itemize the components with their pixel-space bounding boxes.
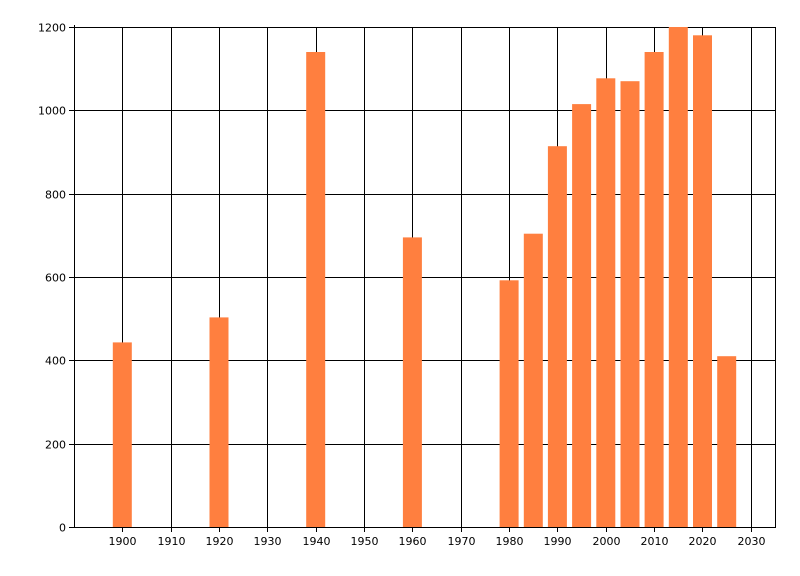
x-tick-label: 2020 [689,535,717,548]
x-tick-label: 1900 [109,535,137,548]
x-tick-label: 1940 [303,535,331,548]
x-tick-label: 2000 [593,535,621,548]
bar [402,237,422,527]
bar [596,78,616,528]
bar [717,356,737,527]
x-tick-label: 1920 [206,535,234,548]
bars [112,27,737,528]
bar [644,52,664,527]
bar [523,233,543,527]
y-tick-label: 600 [45,272,66,285]
bar [668,27,688,527]
bar [572,104,592,527]
x-tick-label: 1970 [448,535,476,548]
axes [69,25,776,532]
bar [693,35,712,528]
x-tick-label: 1910 [158,535,186,548]
bar [499,280,519,527]
bar [112,342,132,527]
bar [209,317,229,527]
x-tick-label: 2030 [738,535,766,548]
y-tick-label: 800 [45,189,66,202]
y-tick-label: 200 [45,439,66,452]
x-tick-label: 1980 [496,535,524,548]
tick-labels: 0 200 400 600 800 1000 1200 1900 1910 1920 1930 194… [38,22,766,549]
x-tick-label: 1960 [399,535,427,548]
x-tick-label: 1950 [351,535,379,548]
x-tick-label: 2010 [641,535,669,548]
bar [620,81,640,527]
y-tick-label: 400 [45,355,66,368]
x-tick-label: 1990 [544,535,572,548]
y-tick-label: 1200 [38,22,66,35]
y-tick-label: 1000 [38,105,66,118]
y-tick-label: 0 [59,522,66,535]
bar [547,146,567,527]
bar [306,52,326,527]
x-tick-label: 1930 [254,535,282,548]
